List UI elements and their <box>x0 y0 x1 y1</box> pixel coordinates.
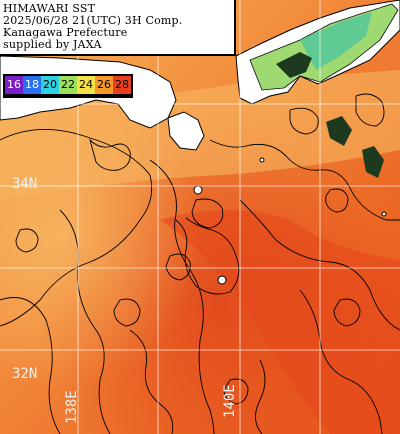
info-box: HIMAWARI SST 2025/06/28 21(UTC) 3H Comp.… <box>0 0 236 56</box>
warm-current-band <box>160 210 400 434</box>
product-title: HIMAWARI SST <box>3 2 96 15</box>
sst-contours <box>0 93 400 434</box>
legend-swatch-22: 22 <box>59 76 77 94</box>
legend-swatch-16: 16 <box>5 76 23 94</box>
legend-swatch-24: 24 <box>77 76 95 94</box>
observation-time: 2025/06/28 21(UTC) 3H Comp. <box>3 14 183 27</box>
legend-swatch-20: 20 <box>41 76 59 94</box>
cold-inlet-dark <box>326 116 352 146</box>
island-oshima <box>193 185 203 195</box>
island-toshima <box>217 275 227 285</box>
lon-label-140e: 140E <box>222 384 238 418</box>
legend-swatch-26: 26 <box>95 76 113 94</box>
lat-label-34n: 34N <box>12 176 38 192</box>
cold-upwelling-dark <box>276 52 312 78</box>
lon-label-138e: 138E <box>64 390 80 424</box>
data-credit: supplied by JAXA <box>3 38 102 51</box>
cold-spot-dark <box>362 146 384 178</box>
sst-color-legend: 16 18 20 22 24 26 28 <box>3 74 133 98</box>
legend-swatch-18: 18 <box>23 76 41 94</box>
lat-label-32n: 32N <box>12 366 38 382</box>
coastal-cooler-teal <box>300 12 372 70</box>
island-small-a <box>259 157 265 163</box>
legend-swatch-28: 28 <box>113 76 131 94</box>
region-name: Kanagawa Prefecture <box>3 26 128 39</box>
peninsula-tip <box>167 111 205 151</box>
island-small-b <box>381 211 387 217</box>
